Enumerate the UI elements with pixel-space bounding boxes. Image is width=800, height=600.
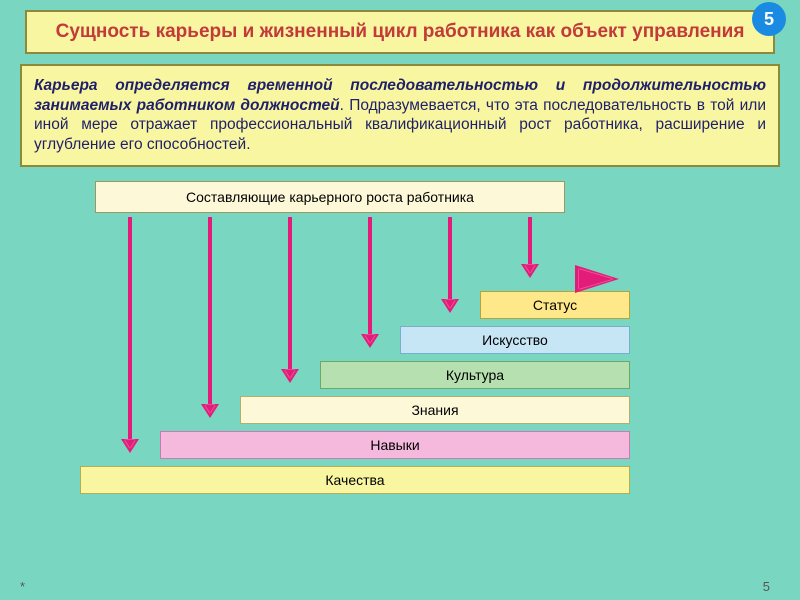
arrow-line: [208, 217, 212, 404]
step-label: Искусство: [482, 332, 548, 348]
arrow-head-inner: [125, 440, 135, 448]
arrow-head-inner: [365, 335, 375, 343]
arrow-head-inner: [445, 300, 455, 308]
arrow-line: [368, 217, 372, 334]
arrow-line: [448, 217, 452, 299]
description-box: Карьера определяется временной последова…: [20, 64, 780, 167]
step-label: Качества: [325, 472, 384, 488]
title-text: Сущность карьеры и жизненный цикл работн…: [56, 21, 745, 42]
footer-page-number: 5: [763, 579, 770, 594]
step-box: Статус: [480, 291, 630, 319]
slide: 5 Сущность карьеры и жизненный цикл рабо…: [0, 0, 800, 600]
step-box: Навыки: [160, 431, 630, 459]
step-box: Качества: [80, 466, 630, 494]
arrow-head-inner: [525, 265, 535, 273]
slide-number-badge: 5: [752, 2, 786, 36]
step-label: Культура: [446, 367, 504, 383]
arrow-head-inner: [285, 370, 295, 378]
components-label-box: Составляющие карьерного роста работника: [95, 181, 565, 213]
step-box: Культура: [320, 361, 630, 389]
components-label: Составляющие карьерного роста работника: [186, 189, 474, 205]
footer-star: *: [20, 579, 25, 594]
arrow-line: [128, 217, 132, 439]
step-label: Навыки: [370, 437, 419, 453]
arrow-head-inner: [205, 405, 215, 413]
triangle-right-inner: [579, 269, 613, 289]
step-label: Статус: [533, 297, 577, 313]
title-box: Сущность карьеры и жизненный цикл работн…: [25, 10, 775, 54]
arrow-line: [528, 217, 532, 264]
diagram-area: Составляющие карьерного роста работника …: [20, 181, 780, 521]
arrow-line: [288, 217, 292, 369]
step-box: Искусство: [400, 326, 630, 354]
step-label: Знания: [411, 402, 458, 418]
step-box: Знания: [240, 396, 630, 424]
